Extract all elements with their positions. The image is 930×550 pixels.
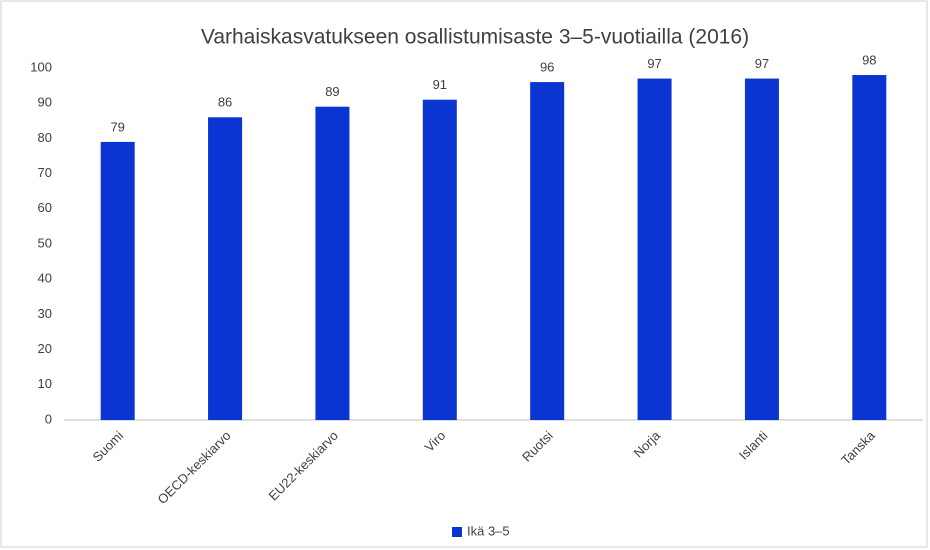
y-tick-label: 100: [30, 59, 52, 74]
y-tick-label: 80: [38, 130, 52, 145]
data-label: 97: [647, 56, 661, 71]
chart-title: Varhaiskasvatukseen osallistumisaste 3–5…: [201, 26, 749, 49]
data-label: 79: [110, 119, 124, 134]
bar: [315, 106, 350, 420]
bar: [422, 99, 457, 421]
data-label: 97: [755, 56, 769, 71]
bar: [208, 117, 243, 420]
data-label: 91: [433, 77, 447, 92]
y-tick-label: 10: [38, 376, 52, 391]
legend-swatch: [452, 527, 462, 537]
bar: [530, 82, 565, 420]
y-tick-label: 0: [45, 411, 52, 426]
data-label: 89: [325, 84, 339, 99]
y-tick-label: 60: [38, 200, 52, 215]
y-tick-label: 50: [38, 235, 52, 250]
y-tick-label: 70: [38, 165, 52, 180]
y-tick-label: 90: [38, 95, 52, 110]
legend-label: Ikä 3–5: [467, 523, 510, 538]
bar: [744, 78, 779, 420]
bar: [100, 141, 135, 421]
data-label: 98: [862, 52, 876, 67]
data-label: 86: [218, 95, 232, 110]
y-tick-label: 20: [38, 341, 52, 356]
bar: [852, 75, 887, 420]
data-label: 96: [540, 60, 554, 75]
y-tick-label: 40: [38, 271, 52, 286]
y-tick-label: 30: [38, 306, 52, 321]
bar: [637, 78, 672, 420]
